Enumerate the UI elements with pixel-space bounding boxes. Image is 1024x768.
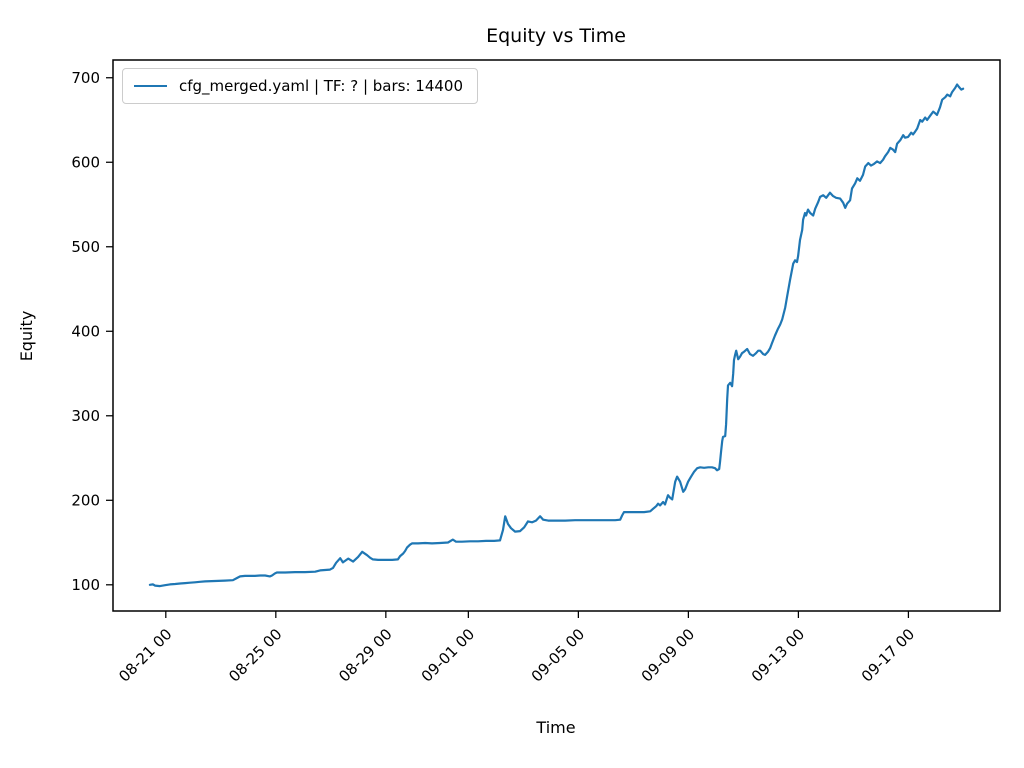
x-tick-label: 09-13 00 xyxy=(748,625,808,685)
y-tick-label: 600 xyxy=(71,153,100,171)
x-tick-label: 09-01 00 xyxy=(418,625,478,685)
y-tick-label: 700 xyxy=(71,69,100,87)
y-tick-label: 200 xyxy=(71,491,100,509)
plot-area-border xyxy=(112,59,1001,612)
x-tick-label: 09-05 00 xyxy=(528,625,588,685)
series-line-layer xyxy=(148,83,965,588)
x-tick-label: 09-09 00 xyxy=(638,625,698,685)
x-tick-label: 09-17 00 xyxy=(858,625,918,685)
x-tick-label: 08-25 00 xyxy=(225,625,285,685)
y-tick-label: 500 xyxy=(71,238,100,256)
chart-title: Equity vs Time xyxy=(486,25,626,47)
x-axis-label: Time xyxy=(535,718,575,737)
legend-label: cfg_merged.yaml | TF: ? | bars: 14400 xyxy=(179,77,464,95)
x-tick-label: 08-21 00 xyxy=(115,625,175,685)
y-tick-label: 100 xyxy=(71,576,100,594)
legend-box: cfg_merged.yaml | TF: ? | bars: 14400 xyxy=(122,68,479,104)
equity-line xyxy=(148,83,965,588)
y-tick-label: 400 xyxy=(71,322,100,340)
y-axis-label: Equity xyxy=(17,311,36,362)
legend-line-swatch xyxy=(134,85,167,87)
y-tick-label: 300 xyxy=(71,407,100,425)
x-tick-label: 08-29 00 xyxy=(335,625,395,685)
